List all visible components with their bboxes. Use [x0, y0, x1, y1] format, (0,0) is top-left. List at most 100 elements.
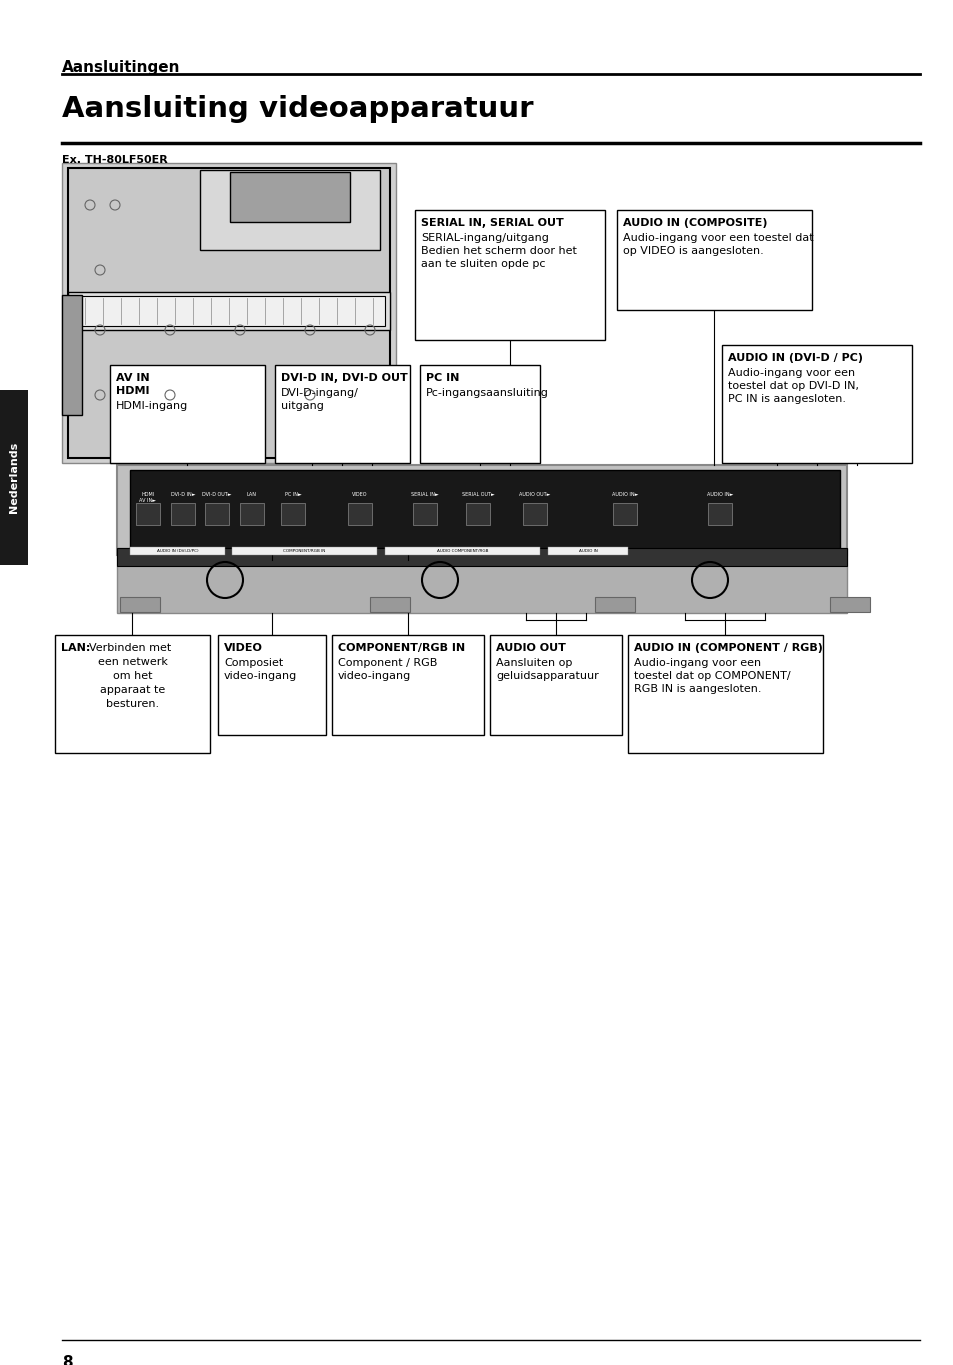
Bar — [627, 635, 822, 753]
Text: PC IN►: PC IN► — [284, 491, 301, 497]
Bar — [68, 292, 390, 330]
Text: toestel dat op DVI-D IN,: toestel dat op DVI-D IN, — [727, 381, 858, 390]
Text: AUDIO OUT►: AUDIO OUT► — [518, 491, 550, 497]
Bar — [274, 364, 410, 463]
Text: AV IN: AV IN — [116, 373, 150, 384]
Text: PC IN: PC IN — [426, 373, 459, 384]
Text: AUDIO IN (COMPONENT / RGB): AUDIO IN (COMPONENT / RGB) — [634, 643, 822, 652]
Text: PC IN is aangesloten.: PC IN is aangesloten. — [727, 394, 845, 404]
Bar — [281, 502, 305, 526]
Bar — [490, 635, 621, 734]
Bar — [130, 547, 225, 556]
Text: op VIDEO is aangesloten.: op VIDEO is aangesloten. — [622, 246, 763, 257]
Text: SERIAL OUT►: SERIAL OUT► — [461, 491, 494, 497]
Bar — [0, 390, 28, 565]
Bar — [332, 635, 483, 734]
Text: uitgang: uitgang — [281, 401, 323, 411]
Bar — [465, 502, 490, 526]
Text: LAN: LAN — [247, 491, 256, 497]
Bar — [55, 635, 210, 753]
Text: HDMI: HDMI — [116, 386, 150, 396]
Text: Pc-ingangsaansluiting: Pc-ingangsaansluiting — [426, 388, 548, 399]
Bar — [595, 597, 635, 612]
Bar — [200, 171, 379, 250]
Bar — [205, 502, 229, 526]
Text: Aansluiting videoapparatuur: Aansluiting videoapparatuur — [62, 96, 533, 123]
Bar — [62, 295, 82, 415]
Text: toestel dat op COMPONENT/: toestel dat op COMPONENT/ — [634, 672, 790, 681]
Text: VIDEO: VIDEO — [352, 491, 367, 497]
Bar — [370, 597, 410, 612]
Text: Bedien het scherm door het: Bedien het scherm door het — [420, 246, 577, 257]
Text: geluidsapparatuur: geluidsapparatuur — [496, 672, 598, 681]
Bar — [240, 502, 264, 526]
Text: HDMI-ingang: HDMI-ingang — [116, 401, 188, 411]
Text: HDMI
AV IN►: HDMI AV IN► — [139, 491, 156, 502]
Bar — [613, 502, 637, 526]
Text: AUDIO COMPONENT/RGB: AUDIO COMPONENT/RGB — [436, 549, 488, 553]
Bar — [171, 502, 194, 526]
Text: Aansluiten op: Aansluiten op — [496, 658, 572, 667]
Text: apparaat te: apparaat te — [100, 685, 165, 695]
Text: AUDIO IN (DVI-D/PC): AUDIO IN (DVI-D/PC) — [156, 549, 198, 553]
Bar — [110, 364, 265, 463]
Bar — [707, 502, 731, 526]
Bar — [415, 210, 604, 340]
Bar — [232, 547, 376, 556]
Text: aan te sluiten opde pc: aan te sluiten opde pc — [420, 259, 545, 269]
Text: AUDIO IN: AUDIO IN — [578, 549, 597, 553]
Text: DVI-D-ingang/: DVI-D-ingang/ — [281, 388, 358, 399]
Bar — [385, 547, 539, 556]
Text: AUDIO OUT: AUDIO OUT — [496, 643, 565, 652]
Text: COMPONENT/RGB IN: COMPONENT/RGB IN — [283, 549, 325, 553]
Text: Composiet: Composiet — [224, 658, 283, 667]
Text: Aansluitingen: Aansluitingen — [62, 60, 180, 75]
Text: SERIAL-ingang/uitgang: SERIAL-ingang/uitgang — [420, 233, 548, 243]
Bar — [230, 172, 350, 222]
Text: Audio-ingang voor een: Audio-ingang voor een — [634, 658, 760, 667]
Text: AUDIO IN (COMPOSITE): AUDIO IN (COMPOSITE) — [622, 218, 767, 228]
Text: 8: 8 — [62, 1355, 72, 1365]
Text: LAN:: LAN: — [61, 643, 91, 652]
Bar — [547, 547, 627, 556]
Text: AUDIO IN►: AUDIO IN► — [706, 491, 733, 497]
Text: VIDEO: VIDEO — [224, 643, 263, 652]
Text: Audio-ingang voor een: Audio-ingang voor een — [727, 369, 854, 378]
Bar — [130, 470, 840, 550]
Bar — [117, 465, 846, 556]
Text: AUDIO IN►: AUDIO IN► — [611, 491, 638, 497]
Bar — [62, 162, 395, 463]
Bar — [218, 635, 326, 734]
Bar — [68, 168, 390, 459]
Text: een netwerk: een netwerk — [97, 657, 168, 667]
Bar — [136, 502, 160, 526]
Text: SERIAL IN►: SERIAL IN► — [411, 491, 438, 497]
Bar — [348, 502, 372, 526]
Text: DVI-D IN, DVI-D OUT: DVI-D IN, DVI-D OUT — [281, 373, 407, 384]
Bar — [120, 597, 160, 612]
Text: om het: om het — [112, 672, 152, 681]
Bar — [721, 345, 911, 463]
Text: Verbinden met: Verbinden met — [89, 643, 172, 652]
Text: besturen.: besturen. — [106, 699, 159, 708]
Text: DVI-D IN►: DVI-D IN► — [171, 491, 195, 497]
Text: COMPONENT/RGB IN: COMPONENT/RGB IN — [337, 643, 465, 652]
Bar — [829, 597, 869, 612]
Text: video-ingang: video-ingang — [337, 672, 411, 681]
Bar — [117, 547, 846, 613]
Text: Nederlands: Nederlands — [9, 441, 19, 513]
Text: SERIAL IN, SERIAL OUT: SERIAL IN, SERIAL OUT — [420, 218, 563, 228]
Bar — [522, 502, 546, 526]
Text: video-ingang: video-ingang — [224, 672, 297, 681]
Text: Audio-ingang voor een toestel dat: Audio-ingang voor een toestel dat — [622, 233, 813, 243]
Text: AUDIO IN (DVI-D / PC): AUDIO IN (DVI-D / PC) — [727, 354, 862, 363]
Text: DVI-D OUT►: DVI-D OUT► — [202, 491, 232, 497]
Bar — [75, 296, 385, 326]
Text: Component / RGB: Component / RGB — [337, 658, 436, 667]
Bar — [413, 502, 436, 526]
Bar — [419, 364, 539, 463]
Bar — [617, 210, 811, 310]
Text: RGB IN is aangesloten.: RGB IN is aangesloten. — [634, 684, 760, 693]
Text: Ex. TH-80LF50ER: Ex. TH-80LF50ER — [62, 156, 168, 165]
Bar — [117, 547, 846, 566]
